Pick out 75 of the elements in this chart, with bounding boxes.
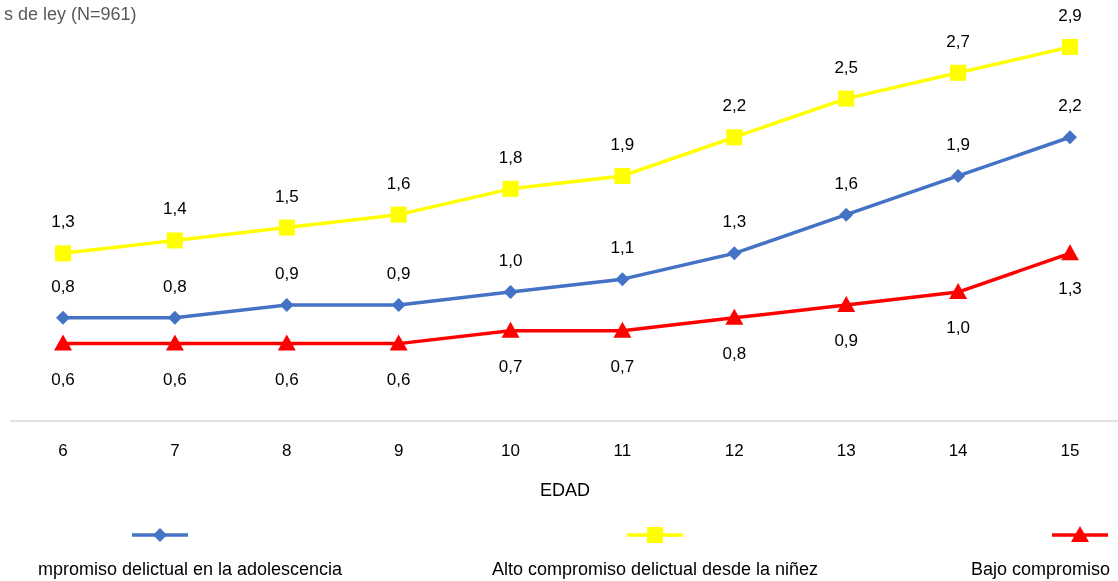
data-label: 1,4: [163, 199, 187, 219]
point: [165, 334, 184, 351]
data-label: 1,0: [498, 251, 523, 271]
data-label: 1,1: [610, 238, 635, 258]
point: [278, 219, 295, 236]
x-tick-label: 11: [613, 441, 632, 460]
data-label: 1,9: [610, 134, 635, 154]
x-tick-label: 13: [836, 441, 856, 460]
x-tick-label: 14: [948, 441, 968, 460]
point: [839, 207, 854, 222]
legend-label: mpromiso delictual en la adolescencia: [37, 559, 344, 579]
data-label: 0,7: [610, 356, 635, 376]
point: [951, 168, 966, 183]
point: [949, 283, 968, 300]
legend-label: Alto compromiso delictual desde la niñez: [491, 559, 819, 579]
point: [727, 246, 742, 261]
data-label: 1,0: [946, 318, 970, 338]
x-tick-label: 8: [282, 441, 292, 460]
point: [837, 295, 856, 312]
point: [279, 297, 294, 312]
point: [391, 297, 406, 312]
point: [615, 272, 630, 287]
point: [166, 232, 183, 249]
data-label: 2,5: [834, 57, 859, 77]
point: [613, 321, 632, 338]
data-label: 1,3: [1058, 279, 1082, 299]
data-label: 0,6: [163, 369, 187, 389]
data-label: 2,2: [722, 96, 747, 116]
point: [389, 334, 408, 351]
point: [390, 206, 407, 223]
legend-label: Bajo compromiso: [970, 559, 1110, 579]
data-label: 1,3: [722, 212, 747, 232]
point: [55, 245, 71, 262]
data-label: 0,9: [834, 330, 859, 350]
point: [501, 321, 520, 338]
point: [167, 310, 182, 325]
point: [503, 285, 518, 300]
data-label: 2,7: [946, 31, 970, 51]
data-label: 0,9: [274, 263, 299, 283]
data-label: 1,6: [834, 173, 859, 193]
data-label: 0,6: [51, 369, 75, 389]
data-label: 0,9: [386, 263, 411, 283]
data-label: 1,8: [498, 147, 523, 167]
x-tick-label: 7: [170, 441, 180, 460]
x-tick-label: 10: [501, 441, 521, 460]
x-axis-title: EDAD: [539, 480, 591, 500]
point: [54, 334, 72, 351]
data-label: 2,9: [1058, 6, 1082, 25]
data-label: 1,3: [51, 212, 75, 232]
point: [1062, 39, 1078, 55]
chart-title: s de ley (N=961): [4, 4, 137, 24]
x-tick-label: 12: [724, 441, 744, 460]
point: [725, 308, 744, 325]
point: [614, 167, 631, 184]
data-label: 0,6: [386, 369, 411, 389]
x-tick-label: 15: [1060, 441, 1080, 460]
x-tick-label: 9: [393, 441, 404, 460]
data-label: 1,9: [946, 134, 970, 154]
point: [502, 180, 519, 197]
x-tick-label: 6: [58, 441, 68, 460]
data-label: 1,5: [274, 186, 299, 206]
data-label: 0,8: [51, 276, 75, 296]
point: [950, 64, 967, 81]
data-label: 0,6: [274, 369, 299, 389]
data-label: 1,6: [386, 173, 411, 193]
point: [1063, 130, 1077, 145]
point: [277, 334, 296, 351]
point: [56, 310, 70, 325]
point: [838, 90, 855, 107]
data-label: 0,8: [163, 276, 187, 296]
data-label: 0,7: [498, 356, 523, 376]
point: [1061, 244, 1079, 261]
point: [726, 129, 743, 146]
data-label: 2,2: [1058, 96, 1082, 116]
data-label: 0,8: [722, 343, 747, 363]
